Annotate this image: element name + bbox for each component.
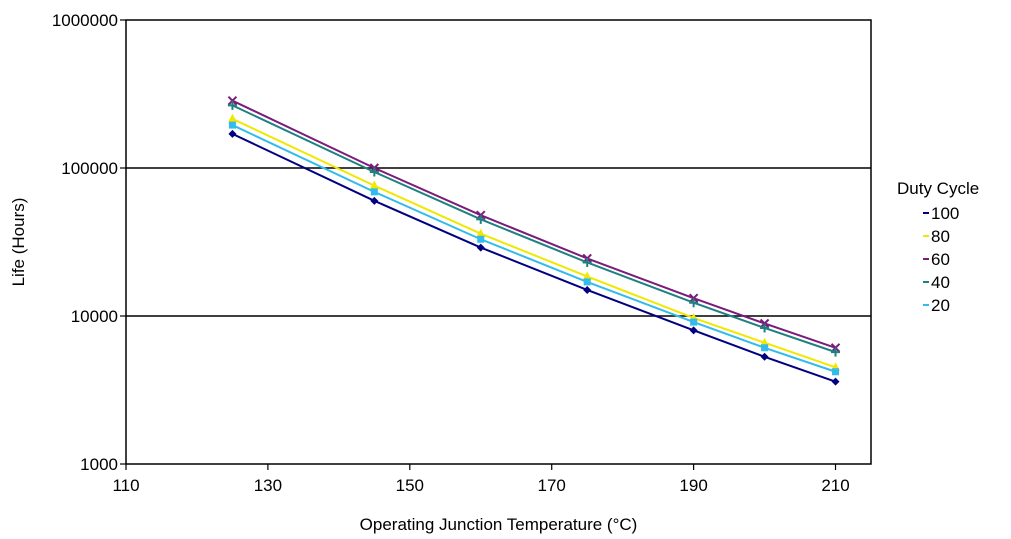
x-tick-label: 150 (396, 476, 424, 495)
data-point (228, 121, 236, 129)
y-tick-label: 10000 (71, 307, 118, 326)
series-line-80 (232, 117, 836, 369)
data-point (583, 278, 591, 286)
data-point (831, 347, 841, 357)
x-tick-label: 210 (821, 476, 849, 495)
data-point (476, 243, 485, 252)
y-tick-label: 100000 (61, 159, 118, 178)
data-point (760, 352, 769, 361)
x-tick-label: 110 (112, 476, 139, 495)
series-80 (227, 113, 841, 371)
data-point (761, 344, 769, 352)
legend-entry: 60 (931, 250, 950, 269)
y-tick-label: 1000 (80, 455, 118, 474)
data-point (689, 298, 699, 308)
plot-frame (125, 19, 872, 465)
data-point (227, 100, 237, 110)
series-layer (227, 95, 841, 386)
x-tick-label: 190 (679, 476, 707, 495)
data-point (476, 214, 486, 224)
x-axis: 110 130 150 170 190 210 (112, 464, 850, 495)
grid-layer (126, 167, 871, 317)
y-axis: 1000 10000 100000 1000000 (52, 11, 126, 474)
data-point (227, 113, 237, 123)
data-point (370, 196, 379, 205)
series-line-60 (231, 99, 836, 349)
series-60 (227, 95, 841, 353)
x-axis-title: Operating Junction Temperature (°C) (360, 515, 638, 534)
legend-entry: 80 (931, 227, 950, 246)
data-point (369, 180, 379, 190)
legend-title: Duty Cycle (897, 179, 979, 198)
legend-entry: 40 (931, 273, 950, 292)
data-point (583, 285, 592, 294)
data-point (831, 377, 840, 386)
data-point (690, 318, 698, 326)
data-point (369, 167, 379, 177)
data-point (760, 323, 770, 333)
data-point (832, 368, 840, 376)
series-line-40 (232, 104, 836, 354)
data-point (370, 188, 378, 196)
data-point (477, 235, 485, 243)
data-point (582, 271, 592, 280)
series-line-100 (232, 132, 836, 383)
data-point (689, 326, 698, 335)
series-40 (227, 100, 841, 357)
legend-entry: 20 (931, 296, 950, 315)
series-20 (228, 121, 840, 376)
y-axis-title: Life (Hours) (9, 198, 28, 287)
data-point (476, 228, 486, 238)
data-point (760, 337, 770, 347)
legend: Duty Cycle 100 80 60 40 20 (897, 179, 979, 315)
data-point (227, 95, 238, 106)
data-point (582, 257, 592, 267)
y-tick-label: 1000000 (52, 11, 118, 30)
series-100 (228, 129, 840, 386)
legend-entry: 100 (931, 204, 959, 223)
x-tick-label: 130 (254, 476, 282, 495)
data-point (228, 129, 237, 138)
x-tick-label: 170 (538, 476, 566, 495)
